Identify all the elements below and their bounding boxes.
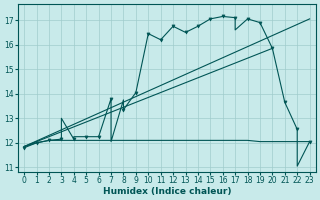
X-axis label: Humidex (Indice chaleur): Humidex (Indice chaleur) — [103, 187, 231, 196]
